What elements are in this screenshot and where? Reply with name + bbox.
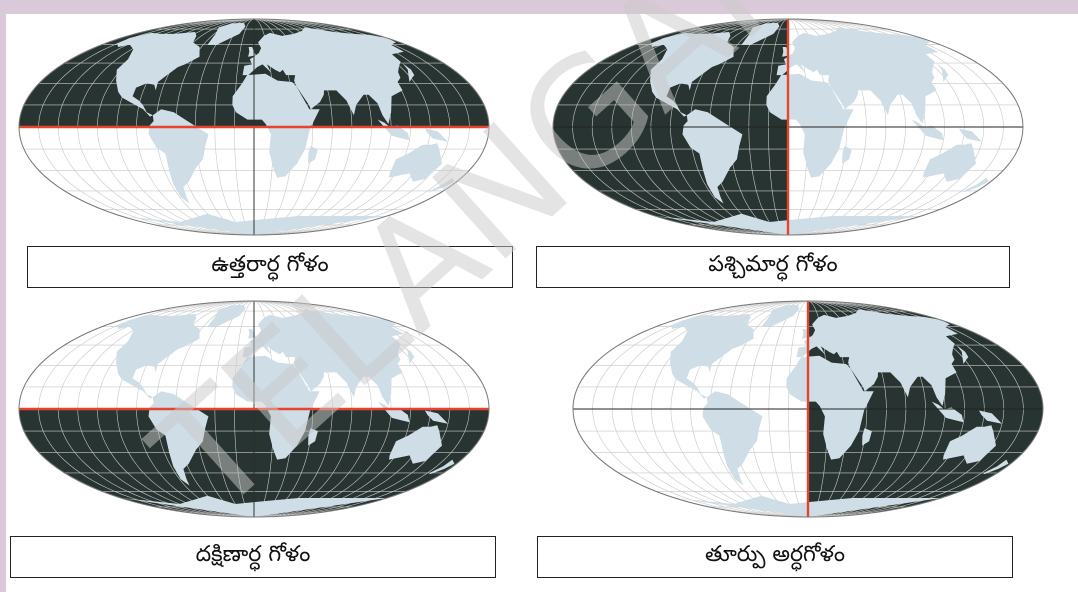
world-map-svg bbox=[552, 18, 1024, 236]
landmass-australia bbox=[389, 143, 442, 182]
label-western-text: పశ్చిమార్ధ గోళం bbox=[708, 252, 838, 277]
landmass-south-america bbox=[682, 109, 743, 204]
landmass-europe-asia bbox=[796, 309, 958, 406]
label-southern-hemisphere: దక్షిణార్ధ గోళం bbox=[10, 536, 496, 578]
landmass-japan bbox=[402, 345, 415, 364]
map-outline bbox=[552, 18, 1024, 236]
landmass-new-zealand bbox=[963, 177, 989, 193]
map-western-hemisphere bbox=[548, 14, 1028, 239]
label-western-hemisphere: పశ్చిమార్ధ గోళం bbox=[536, 246, 1010, 288]
map-outline bbox=[572, 300, 1044, 518]
landmass-new-zealand bbox=[429, 177, 455, 193]
label-southern-text: దక్షిణార్ధ గోళం bbox=[195, 542, 311, 567]
continents bbox=[670, 304, 1009, 517]
label-northern-text: ఉత్తరార్ధ గోళం bbox=[211, 252, 329, 277]
label-northern-hemisphere: ఉత్తరార్ధ గోళం bbox=[27, 246, 513, 288]
landmass-south-america bbox=[148, 109, 209, 204]
landmass-new-guinea bbox=[979, 410, 1002, 424]
landmass-north-america bbox=[116, 314, 200, 399]
landmass-australia bbox=[389, 425, 442, 464]
map-eastern-hemisphere bbox=[568, 296, 1048, 521]
landmass-south-america bbox=[702, 391, 763, 486]
landmass-indonesia bbox=[377, 119, 410, 141]
landmass-japan bbox=[956, 345, 969, 364]
world-map-svg bbox=[18, 18, 490, 236]
landmass-new-guinea bbox=[959, 128, 982, 142]
landmass-new-guinea bbox=[425, 128, 448, 142]
landmass-new-zealand bbox=[429, 459, 455, 475]
landmass-madagascar bbox=[308, 428, 318, 446]
landmass-greenland bbox=[207, 22, 246, 45]
landmass-madagascar bbox=[842, 146, 852, 164]
landmass-australia bbox=[923, 143, 976, 182]
map-northern-hemisphere bbox=[14, 14, 494, 239]
world-map-svg bbox=[18, 300, 490, 518]
landmass-japan bbox=[936, 63, 949, 82]
map-outline bbox=[18, 18, 490, 236]
landmass-new-zealand bbox=[983, 459, 1009, 475]
landmass-australia bbox=[943, 425, 996, 464]
label-eastern-hemisphere: తూర్పు అర్ధగోళం bbox=[537, 536, 1013, 578]
landmass-madagascar bbox=[308, 146, 318, 164]
landmass-indonesia bbox=[931, 401, 964, 423]
landmass-north-america bbox=[116, 32, 200, 117]
landmass-madagascar bbox=[862, 428, 872, 446]
landmass-japan bbox=[402, 63, 415, 82]
landmass-north-america bbox=[650, 32, 734, 117]
label-eastern-text: తూర్పు అర్ధగోళం bbox=[704, 542, 846, 567]
landmass-europe-asia bbox=[776, 27, 938, 124]
landmass-north-america bbox=[670, 314, 754, 399]
map-outline bbox=[18, 300, 490, 518]
landmass-greenland bbox=[741, 22, 780, 45]
landmass-europe-asia bbox=[242, 309, 404, 406]
landmass-indonesia bbox=[377, 401, 410, 423]
map-southern-hemisphere bbox=[14, 296, 494, 521]
landmass-indonesia bbox=[911, 119, 944, 141]
landmass-south-america bbox=[148, 391, 209, 486]
world-map-svg bbox=[572, 300, 1044, 518]
landmass-europe-asia bbox=[242, 27, 404, 124]
landmass-greenland bbox=[761, 304, 800, 327]
landmass-new-guinea bbox=[425, 410, 448, 424]
landmass-greenland bbox=[207, 304, 246, 327]
